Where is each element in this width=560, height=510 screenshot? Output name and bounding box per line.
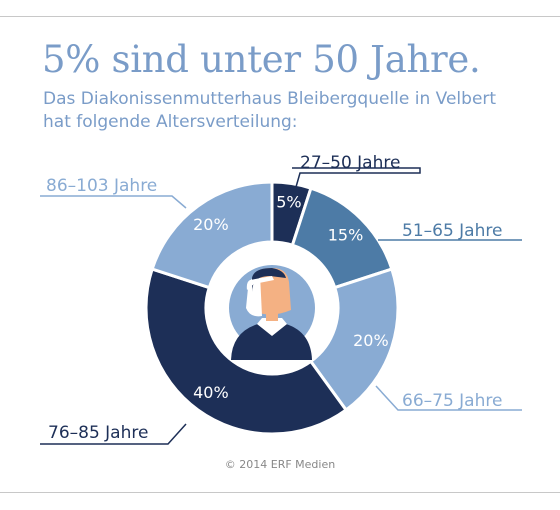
slices-group (144, 180, 400, 436)
chart-title: 5% sind unter 50 Jahre. (42, 38, 481, 81)
category-labels-group: 27–50 Jahre 51–65 Jahre 66–75 Jahre 76–85 J… (46, 153, 502, 443)
category-label: 27–50 Jahre (300, 153, 400, 173)
bottom-rule (0, 492, 560, 493)
slice-value-label: 5% (276, 192, 301, 211)
copyright-credit: © 2014 ERF Medien (224, 458, 336, 471)
leader-line (40, 195, 187, 209)
slice-value-label: 20% (353, 331, 389, 350)
top-rule (0, 16, 560, 17)
slice-labels-group: 5% 15% 20% 40% 20% (193, 192, 389, 402)
category-label: 51–65 Jahre (402, 221, 502, 241)
donut-slice-4 (144, 267, 349, 436)
leader-line (292, 167, 421, 188)
slice-value-label: 40% (193, 383, 229, 402)
chart-subtitle: Das Diakonissenmutterhaus Bleibergquelle… (43, 89, 497, 132)
category-label: 86–103 Jahre (46, 176, 157, 196)
leader-line (375, 385, 522, 411)
slice-value-label: 15% (328, 225, 364, 244)
category-label: 66–75 Jahre (402, 391, 502, 411)
nurse-icon (220, 256, 324, 360)
donut-slice-5 (150, 180, 274, 290)
slice-value-label: 20% (193, 215, 229, 234)
leader-lines-group (40, 167, 522, 445)
category-label: 76–85 Jahre (48, 423, 148, 443)
leader-line (40, 423, 187, 445)
